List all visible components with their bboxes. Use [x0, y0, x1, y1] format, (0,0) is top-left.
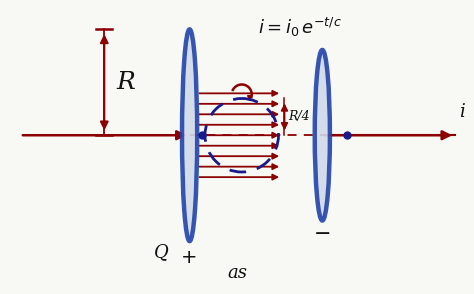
- Text: +: +: [182, 248, 198, 267]
- Ellipse shape: [315, 50, 330, 220]
- Text: −: −: [314, 225, 331, 245]
- Text: i: i: [459, 103, 465, 121]
- Text: Q: Q: [154, 243, 169, 261]
- Ellipse shape: [182, 29, 197, 241]
- Text: R/4: R/4: [289, 110, 310, 123]
- Text: $i = i_0\, e^{-t/c}$: $i = i_0\, e^{-t/c}$: [258, 16, 342, 39]
- Text: R: R: [116, 71, 135, 94]
- Text: as: as: [227, 264, 247, 282]
